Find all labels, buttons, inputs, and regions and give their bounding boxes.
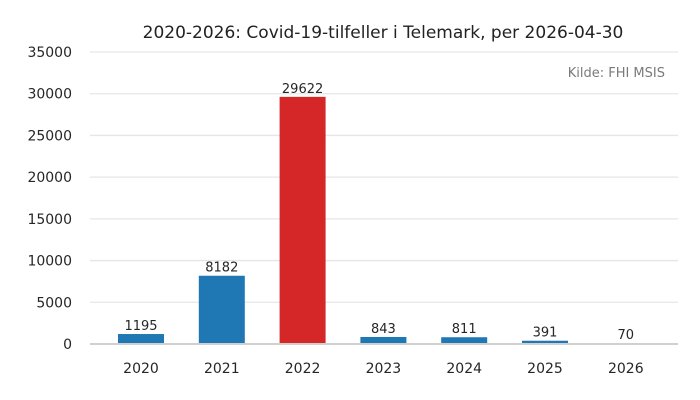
y-tick-label: 25000: [27, 128, 72, 144]
bar-2020: [118, 334, 164, 344]
data-label-2024: 811: [452, 322, 477, 337]
data-label-2026: 70: [618, 328, 635, 343]
y-tick-label: 35000: [27, 45, 72, 61]
y-tick-label: 5000: [36, 295, 72, 311]
x-tick-label: 2025: [527, 361, 563, 377]
x-axis-ticks: 2020 2021 2022 2023 2024 2025 2026: [123, 361, 644, 377]
x-tick-label: 2026: [608, 361, 644, 377]
y-tick-label: 0: [63, 337, 72, 353]
x-tick-label: 2022: [285, 361, 321, 377]
data-label-2023: 843: [371, 322, 396, 337]
bars: [118, 96, 649, 344]
y-tick-label: 30000: [27, 87, 72, 103]
data-label-2021: 8182: [205, 261, 238, 276]
data-label-2022: 29622: [282, 82, 323, 97]
bar-2022: [279, 96, 326, 344]
data-labels: 1195 8182 29622 843 811 391 70: [124, 82, 634, 343]
x-tick-label: 2021: [204, 361, 240, 377]
chart-title: 2020-2026: Covid-19-tilfeller i Telemark…: [143, 23, 624, 43]
bar-2025: [522, 340, 568, 344]
x-tick-label: 2020: [123, 361, 159, 377]
x-tick-label: 2024: [446, 361, 482, 377]
data-label-2020: 1195: [124, 319, 157, 334]
data-label-2025: 391: [533, 326, 558, 341]
y-tick-label: 20000: [27, 170, 72, 186]
bar-2021: [198, 275, 245, 344]
x-tick-label: 2023: [366, 361, 402, 377]
y-tick-label: 10000: [27, 254, 72, 270]
y-axis-ticks: 0 5000 10000 15000 20000 25000 30000 35000: [27, 45, 72, 353]
gridlines: [90, 51, 678, 303]
y-tick-label: 15000: [27, 212, 72, 228]
bar-2023: [360, 336, 407, 344]
bar-2024: [441, 337, 488, 344]
source-note: Kilde: FHI MSIS: [568, 66, 665, 81]
